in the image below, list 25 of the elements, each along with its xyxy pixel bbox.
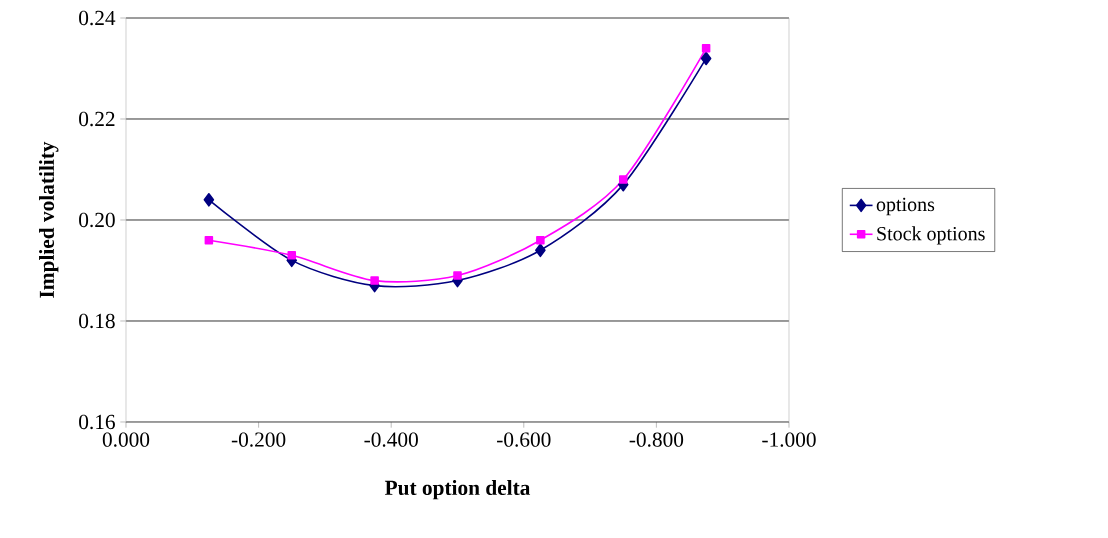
- point: [536, 235, 545, 245]
- y-tick-label: 0.16: [79, 414, 115, 430]
- x-tick-label: -0.800: [629, 432, 684, 447]
- x-tick-label: 0.000: [102, 432, 150, 447]
- point: [453, 271, 462, 280]
- point: [535, 243, 546, 258]
- x-tick-label: -0.400: [364, 432, 418, 447]
- point: [203, 192, 215, 207]
- y-tick-label: 0.20: [79, 212, 115, 228]
- y-tick-label: 0.22: [79, 111, 115, 127]
- point: [701, 44, 711, 53]
- x-tick-label: -0.200: [231, 432, 286, 447]
- y-tick-label: 0.24: [79, 10, 116, 26]
- x-axis-title: Put option delta: [384, 480, 531, 500]
- y-axis-title: Implied volatility: [39, 141, 59, 298]
- point: [204, 235, 214, 245]
- x-tick-label: -0.600: [497, 432, 551, 447]
- legend-label: options: [876, 197, 935, 216]
- x-tick-label: -1.000: [762, 432, 816, 447]
- y-tick-label: 0.18: [79, 313, 115, 329]
- point: [370, 276, 379, 285]
- legend-label: Stock options: [877, 226, 985, 245]
- point: [287, 251, 297, 260]
- point: [618, 175, 628, 184]
- point: [700, 51, 712, 66]
